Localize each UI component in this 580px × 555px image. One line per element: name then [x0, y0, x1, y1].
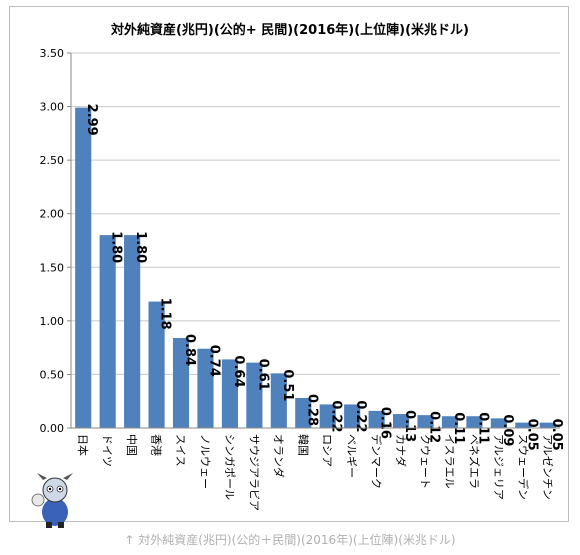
x-tick-label: 韓国 — [296, 434, 309, 456]
axes — [70, 53, 560, 429]
value-label: 2.99 — [84, 104, 99, 136]
value-label: 0.13 — [402, 410, 417, 442]
bar — [466, 416, 483, 428]
bar — [270, 373, 287, 428]
bar — [368, 410, 385, 428]
mascot-illustration — [31, 473, 73, 528]
value-label: 0.74 — [206, 345, 221, 377]
x-tick-label: イスラエル — [443, 434, 456, 489]
value-label: 0.09 — [500, 414, 515, 446]
value-label: 1.80 — [133, 231, 148, 263]
value-labels: 2.99 1.80 1.80 1.18 0.84 0.74 0.64 0.61 0.51 0.28… — [84, 104, 564, 451]
bars — [75, 107, 556, 429]
bar — [539, 422, 556, 428]
value-label: 0.84 — [182, 334, 197, 366]
bar — [441, 416, 459, 428]
value-label: 0.22 — [329, 400, 344, 432]
y-tick-label: 2.50 — [40, 154, 65, 167]
x-tick-label: 中国 — [125, 434, 138, 456]
bar-chart: 対外純資産(兆円)(公的+ 民間)(2016年)(上位陣)(米兆ドル) 0.00… — [40, 22, 564, 511]
x-tick-label: シンガポール — [223, 434, 236, 500]
x-tick-label: スウェーデン — [516, 434, 530, 500]
bar — [490, 418, 507, 428]
bar — [295, 398, 312, 428]
x-tick-label: アルジェリア — [492, 434, 505, 500]
bar — [99, 235, 116, 428]
bar — [246, 362, 263, 428]
x-tick-label: ドイツ — [101, 434, 114, 467]
y-axis-ticks: 0.00 0.50 1.00 1.50 2.00 2.50 3.00 3.50 — [40, 47, 71, 435]
value-label: 1.80 — [109, 231, 124, 263]
x-tick-label: ベルギー — [345, 434, 358, 478]
y-tick-label: 0.00 — [40, 422, 65, 435]
x-tick-label: スイス — [174, 434, 187, 467]
y-tick-label: 3.50 — [40, 47, 65, 60]
bar — [124, 235, 141, 428]
value-label: 0.12 — [427, 411, 442, 443]
x-tick-label: オランダ — [272, 434, 286, 478]
value-label: 0.28 — [304, 394, 319, 426]
bar — [172, 338, 190, 428]
value-label: 0.05 — [549, 419, 564, 451]
bar — [75, 107, 92, 429]
figure-caption: ↑ 対外純資産(兆円)(公的＋民間)(2016年)(上位陣)(米兆ドル) — [124, 533, 456, 547]
x-tick-label: サウジアラビア — [247, 434, 260, 511]
x-tick-label: カナダ — [394, 434, 408, 467]
x-tick-label: ロシア — [321, 434, 334, 467]
y-tick-label: 1.00 — [40, 315, 65, 328]
y-tick-label: 3.00 — [40, 101, 65, 114]
x-tick-label: 香港 — [150, 434, 163, 456]
x-axis-labels: 日本 ドイツ 中国 香港 スイス ノルウェー シンガポール サウジアラビア オランダ 韓国 ロシアベ… — [76, 434, 554, 511]
y-tick-label: 2.00 — [40, 208, 65, 221]
bar — [148, 301, 165, 428]
value-label: 0.22 — [353, 400, 368, 432]
y-tick-label: 1.50 — [40, 261, 65, 274]
y-tick-label: 0.50 — [40, 368, 65, 381]
chart-title: 対外純資産(兆円)(公的+ 民間)(2016年)(上位陣)(米兆ドル) — [110, 22, 469, 38]
x-tick-label: 日本 — [76, 434, 90, 456]
x-tick-label: アルゼンチン — [541, 434, 554, 500]
bar — [515, 422, 532, 428]
bar — [417, 415, 434, 428]
bar — [319, 404, 336, 428]
x-tick-label: ベネズエラ — [467, 434, 481, 489]
value-label: 1.18 — [158, 298, 173, 330]
x-tick-label: デンマーク — [370, 434, 384, 489]
value-label: 0.51 — [280, 369, 295, 401]
bar — [344, 404, 361, 428]
bar — [221, 359, 238, 428]
x-tick-label: ノルウェー — [198, 434, 211, 489]
value-label: 0.05 — [524, 419, 539, 451]
bar — [197, 348, 214, 428]
value-label: 0.61 — [255, 359, 270, 391]
value-label: 0.64 — [231, 355, 246, 387]
chart-frame: 対外純資産(兆円)(公的+ 民間)(2016年)(上位陣)(米兆ドル) 0.00… — [9, 6, 569, 522]
bar — [393, 414, 410, 428]
x-tick-label: クウェート — [419, 434, 432, 489]
value-label: 0.16 — [378, 407, 393, 439]
